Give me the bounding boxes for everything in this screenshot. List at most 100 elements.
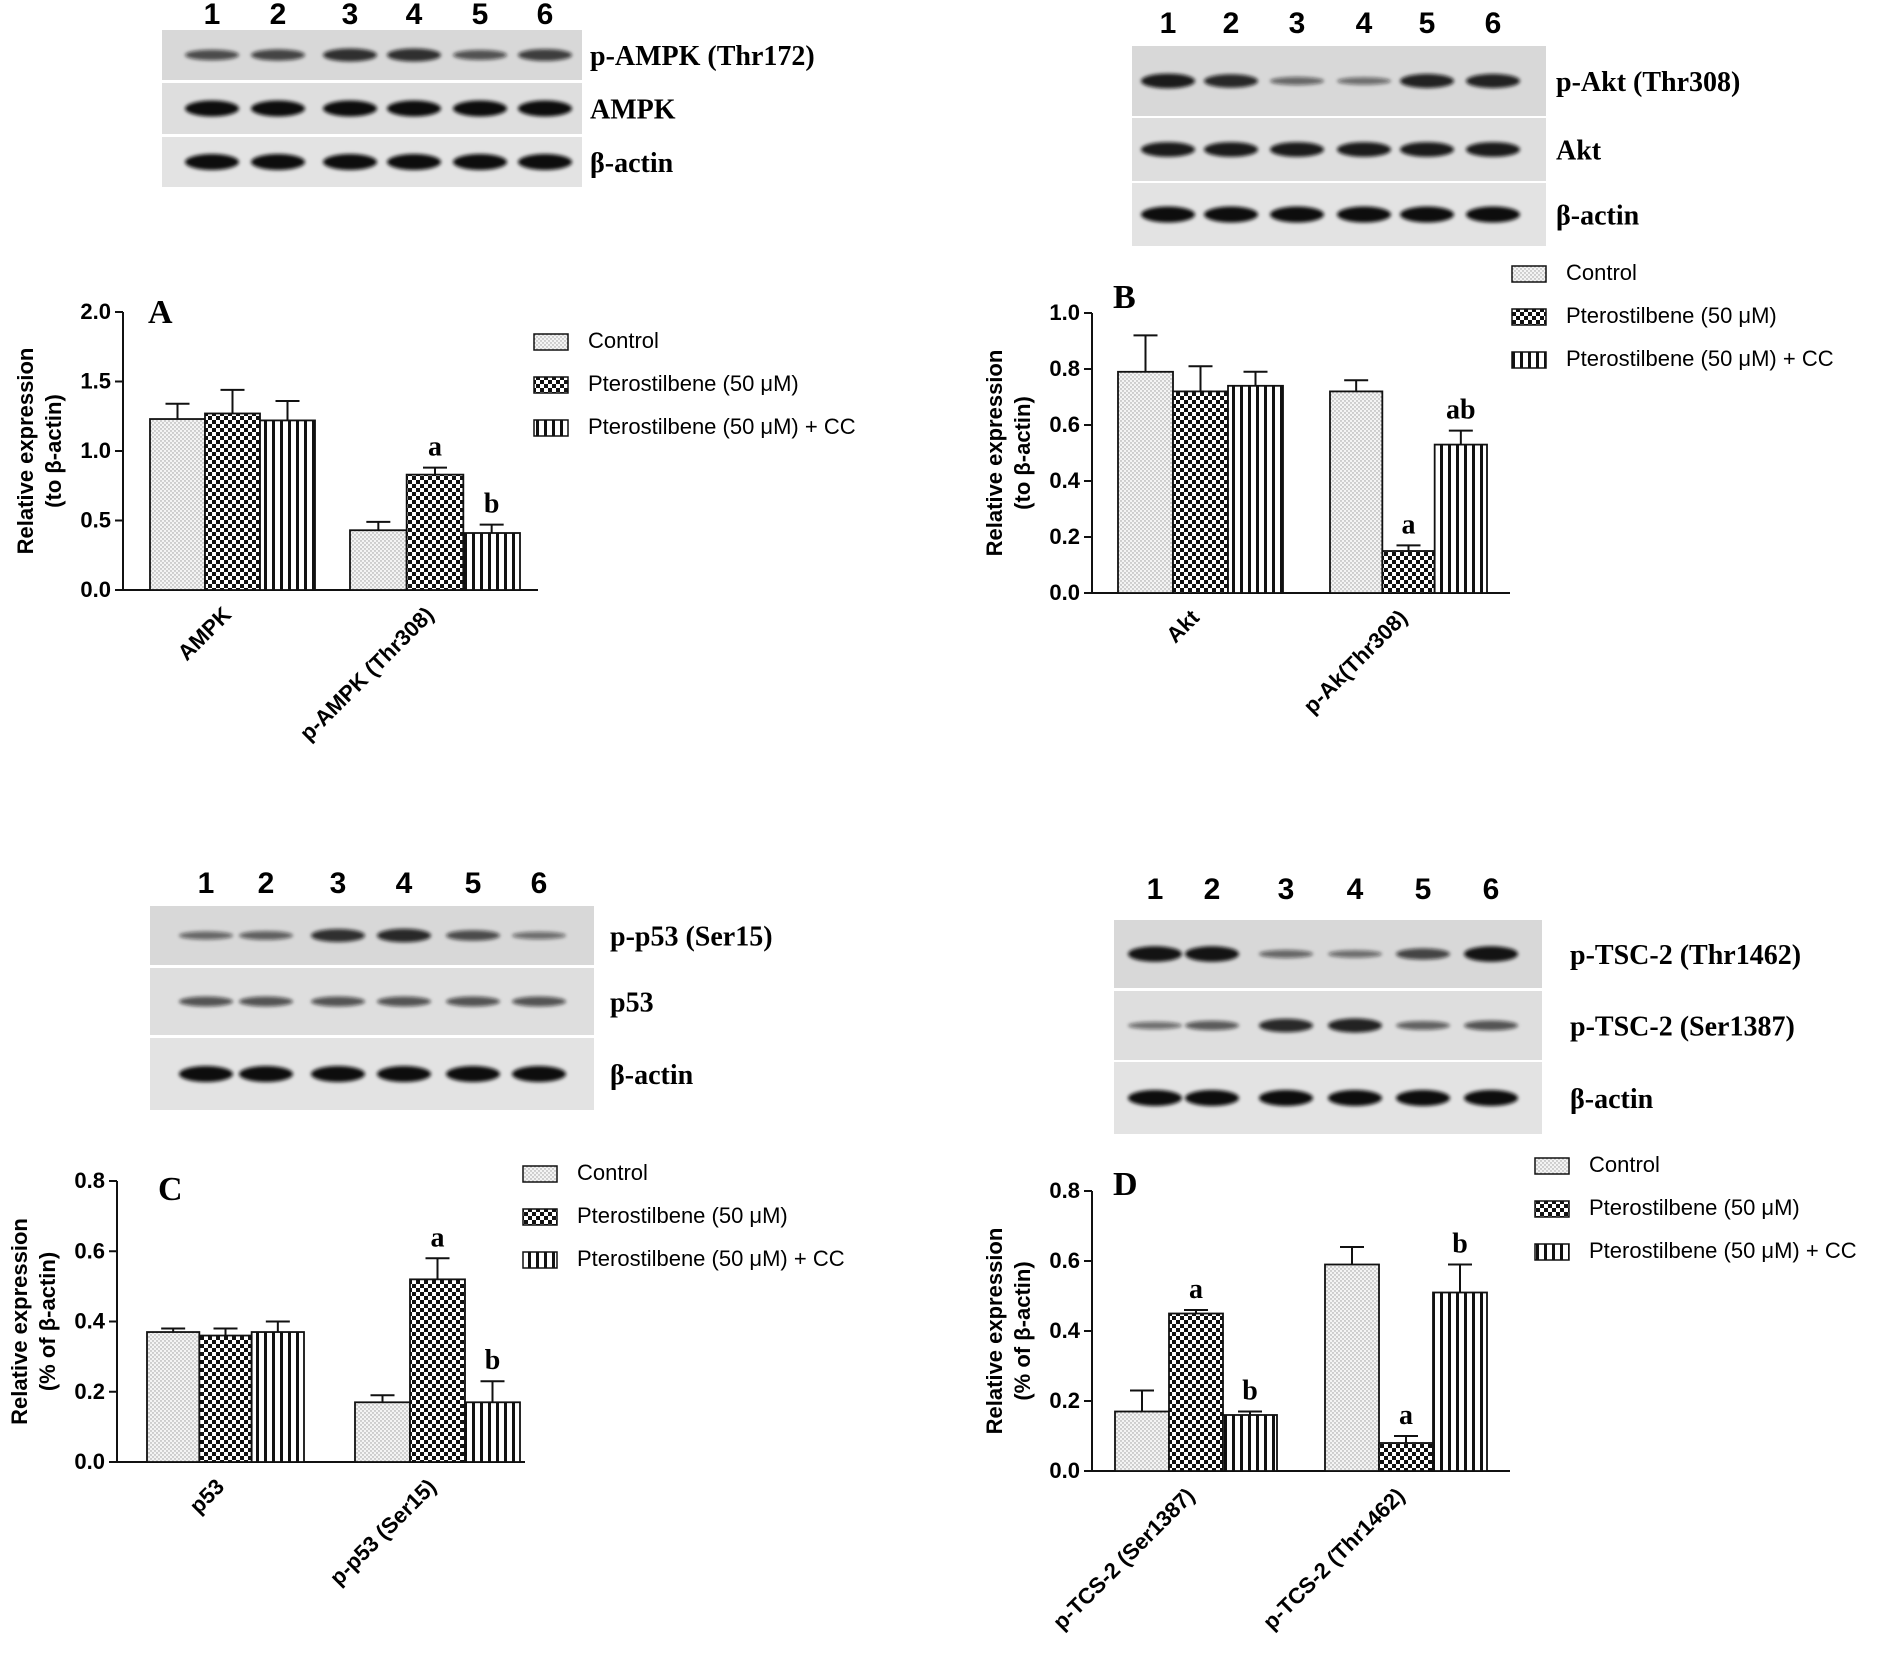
lane-number: 4 [1356,7,1373,40]
lane-number: 1 [1147,873,1164,906]
blot-label: p-TSC-2 (Thr1462) [1570,940,1801,971]
protein-band [185,154,239,170]
bar [204,412,261,591]
bar-chart-C: C 0.0 0.2 0.4 0.6 0.8 Relative expression (% of… [7,1160,845,1590]
legend-label: Control [588,328,659,353]
protein-band [1259,1018,1313,1033]
y-axis-subtitle: (% of β-actin) [1010,1261,1035,1400]
y-tick-label: 0.2 [1049,524,1080,549]
lane-number: 3 [342,0,359,31]
y-tick-label: 0.2 [1049,1388,1080,1413]
bar [462,532,521,591]
bar [1114,1410,1170,1472]
protein-band [1185,1020,1239,1031]
lane-number: 2 [1223,7,1240,40]
lane-number: 6 [537,0,554,31]
protein-band [1141,206,1195,223]
bar [1381,550,1436,594]
bar [149,418,206,591]
x-category-label: AMPK [173,602,237,666]
bar [354,1401,411,1463]
panel-letter: A [148,294,173,331]
protein-band [1396,1090,1450,1106]
protein-band [1328,950,1382,958]
lane-number: 2 [270,0,287,31]
protein-band [179,996,233,1007]
protein-band [377,1066,431,1082]
y-tick-label: 0.5 [80,508,111,533]
protein-band [387,100,441,117]
lane-number: 4 [396,867,413,900]
legend-label: Pterostilbene (50 μM) + CC [1566,346,1834,371]
blot-label: p53 [610,988,654,1019]
protein-band [179,931,233,940]
bar [1433,443,1488,594]
blot-label: β-actin [610,1060,694,1091]
lane-number: 4 [1347,873,1364,906]
protein-band [1466,73,1520,89]
panel-letter: D [1113,1166,1138,1203]
lane-number: 3 [1278,873,1295,906]
protein-band [518,100,572,117]
protein-band [1400,206,1454,223]
bar [405,473,465,591]
western-blot-D: 1 2 3 4 5 6 p-TSC-2 (Thr1462) p-TSC-2 (Ser1387)… [1114,873,1801,1134]
protein-band [1464,946,1518,962]
protein-band [387,154,441,170]
protein-band [1400,142,1454,157]
bar [1329,390,1384,594]
protein-band [512,1066,566,1082]
x-category-label: p-p53 (Ser15) [325,1474,441,1590]
protein-band [518,154,572,170]
lane-number: 5 [1419,7,1436,40]
y-axis-title: Relative expression [13,348,38,555]
bar [146,1331,201,1463]
protein-band [1328,1090,1382,1106]
y-tick-label: 0.0 [1049,1458,1080,1483]
bar [349,529,408,591]
protein-band [1204,206,1258,223]
legend-label: Pterostilbene (50 μM) [577,1203,788,1228]
legend-label: Pterostilbene (50 μM) [1589,1195,1800,1220]
protein-band [251,49,305,61]
legend-swatch [1534,1243,1570,1261]
significance-label: b [1452,1229,1468,1260]
protein-band [518,49,572,61]
y-axis-title: Relative expression [982,350,1007,557]
y-tick-label: 1.5 [80,369,111,394]
significance-label: a [1399,1400,1413,1431]
significance-label: b [484,489,500,520]
protein-band [251,100,305,117]
protein-band [239,996,293,1007]
x-category-label: p-Ak(Thr308) [1298,605,1412,719]
legend-label: Control [1566,260,1637,285]
protein-band [1204,142,1258,157]
bar [1172,390,1229,594]
bar-chart-B: B 0.0 0.2 0.4 0.6 0.8 1.0 Relative expression (t… [982,260,1834,718]
lane-number: 5 [465,867,482,900]
y-tick-label: 2.0 [80,299,111,324]
x-category-label: Akt [1161,604,1204,647]
legend-swatch [522,1165,558,1183]
lane-number: 6 [1485,7,1502,40]
protein-band [1259,1090,1313,1106]
blot-label: β-actin [1556,201,1640,232]
significance-label: b [485,1345,501,1376]
legend-label: Pterostilbene (50 μM) + CC [1589,1238,1857,1263]
bar [1117,370,1174,594]
legend-swatch [522,1251,558,1269]
blot-label: β-actin [590,148,674,179]
panel-letter: C [158,1171,183,1208]
y-tick-label: 0.8 [1049,1178,1080,1203]
protein-band [446,1066,500,1082]
protein-band [1396,948,1450,960]
protein-band [377,996,431,1007]
bar-chart-A: A 0.0 0.5 1.0 1.5 2.0 Relative expression (to β… [13,294,856,746]
legend-swatch [533,419,569,437]
y-tick-label: 0.8 [74,1168,105,1193]
blot-label: p-p53 (Ser15) [610,922,773,953]
lane-number: 6 [531,867,548,900]
bar [1378,1442,1434,1472]
protein-band [239,1066,293,1082]
protein-band [453,154,507,170]
